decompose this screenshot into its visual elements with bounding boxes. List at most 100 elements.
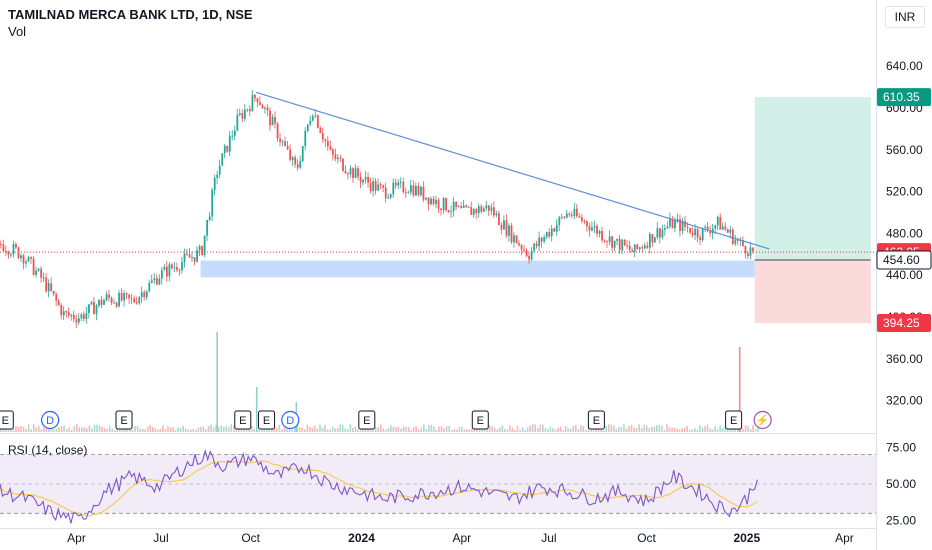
candle-body [384,187,387,199]
candle-body [196,250,198,262]
candle-body [62,311,65,316]
candle-body [457,206,460,208]
candle-body [412,185,415,196]
currency-button[interactable]: INR [885,6,925,28]
event-marker-bg [258,410,276,430]
volume-bar [534,424,537,432]
candle-body [734,239,737,244]
candle-body [618,238,621,251]
candle-body [472,209,475,215]
volume-bar [144,429,146,432]
candle-body [281,141,284,143]
candle-body [578,216,581,218]
volume-bar [286,427,288,432]
volume-bar [134,425,136,432]
volume-bar [691,429,694,432]
volume-bar [592,428,595,432]
volume-bar [174,429,177,432]
event-marker-bg [587,410,605,430]
event-marker-bg [471,410,489,430]
volume-bar [192,428,195,432]
volume-bar [686,425,689,432]
candle-body [259,102,261,105]
time-tick-label: Oct [241,531,260,545]
volume-bar [377,427,380,432]
candle-body [470,207,473,215]
volume-bar [407,427,410,432]
volume-bar [498,427,501,432]
volume-bar [321,427,324,432]
candle-body [500,225,503,230]
volume-bar [673,427,676,432]
volume-bar [633,427,635,432]
volume-bar [559,426,562,432]
volume-bar [157,429,159,432]
volume-bar [719,425,721,432]
volume-bar [433,426,435,432]
candle-body [40,268,43,278]
candle-body [420,186,422,195]
candle-body [334,154,337,160]
candle-body [628,245,631,251]
volume-bar [699,424,701,432]
volume-bar [25,428,27,432]
candle-body [533,243,536,251]
candle-body [495,213,498,216]
candle-body [726,229,729,233]
volume-bar [149,424,152,432]
volume-bar [458,427,461,432]
candle-body [601,230,603,241]
volume-bar [306,424,309,432]
candle-body [133,298,136,303]
candle-body [178,269,181,271]
candle-body [565,213,568,218]
volume-bar [493,427,496,432]
volume-bar [435,429,438,432]
candle-body [631,250,634,252]
event-marker: E [120,415,127,427]
volume-bar [643,425,645,432]
candle-body [352,168,354,179]
volume-bar [70,429,73,432]
event-marker-bg [358,410,376,430]
volume-bar [683,427,686,432]
volume-bar [567,428,569,432]
candle-body [90,301,93,305]
time-tick-label: 2024 [348,531,375,545]
candle-body [100,299,103,305]
volume-bar [131,429,134,432]
candles [0,89,754,329]
volume-bar [402,426,405,432]
time-tick-label: Apr [835,531,854,545]
candle-body [671,218,674,229]
candle-body [699,237,702,240]
candle-body [193,257,196,262]
candle-body [294,157,297,165]
volume-bar [577,429,580,432]
volume-bar [182,425,184,432]
volume-bar [164,429,167,432]
candle-body [349,168,352,175]
candle-body [367,176,370,183]
candle-body [540,237,543,242]
candle-body [676,218,679,221]
volume-bar [43,427,45,432]
event-marker: E [2,415,9,427]
candle-body [674,220,676,229]
candle-body [93,301,95,315]
volume-bar [486,427,488,432]
candle-body [409,185,412,193]
volume-bar [32,424,35,432]
volume-bar [347,429,349,432]
volume-bar [453,429,456,432]
volume-bar [661,425,663,432]
volume-bar [227,427,230,432]
time-tick-label: Apr [67,531,86,545]
volume-spike [216,332,218,432]
volume-bar [349,424,352,432]
volume-bar [146,426,149,432]
candle-body [545,232,548,237]
candle-body [407,192,410,194]
volume-bar [245,427,248,432]
